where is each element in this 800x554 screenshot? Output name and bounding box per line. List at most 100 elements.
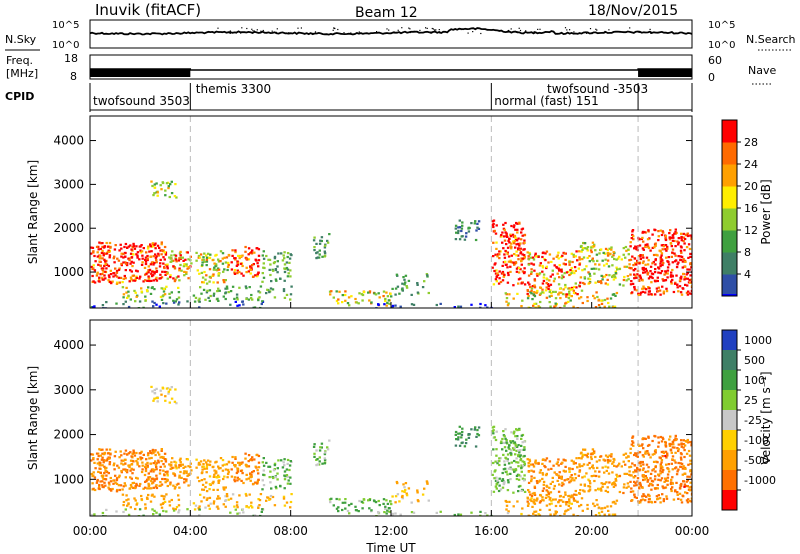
velocity-cell <box>533 476 536 479</box>
power-cell <box>391 306 394 308</box>
power-cell <box>244 250 247 253</box>
power-cell <box>665 290 669 293</box>
power-cell <box>634 267 637 271</box>
power-cell <box>401 282 404 285</box>
velocity-cell <box>130 485 133 488</box>
power-cell <box>662 231 665 234</box>
power-cell <box>247 247 251 250</box>
power-cell <box>588 255 591 258</box>
velocity-cell <box>682 480 685 483</box>
velocity-cell <box>435 511 438 514</box>
velocity-cell <box>666 483 669 486</box>
power-cell <box>592 294 595 297</box>
power-cell <box>622 284 625 287</box>
velocity-cell <box>289 500 293 504</box>
velocity-cell <box>523 460 526 464</box>
power-cell <box>572 255 576 258</box>
power-cell <box>101 276 104 279</box>
nsearch-dot <box>317 32 319 34</box>
power-cell <box>108 254 112 257</box>
velocity-cell <box>277 459 280 462</box>
nsearch-dot <box>537 28 539 30</box>
power-cell <box>599 248 603 251</box>
power-dashed-lines <box>189 116 639 308</box>
power-cell <box>285 261 289 264</box>
power-cell <box>573 285 576 289</box>
power-cell <box>124 277 127 280</box>
velocity-cell <box>594 489 597 492</box>
power-cell <box>313 246 316 249</box>
power-cell <box>461 221 464 224</box>
velocity-cell <box>547 495 550 498</box>
velocity-cell <box>494 460 497 463</box>
power-cell <box>326 239 329 242</box>
velocity-cell <box>550 499 553 502</box>
power-cell <box>117 268 121 271</box>
power-cell <box>141 254 144 257</box>
power-cell <box>101 304 105 307</box>
velocity-cell <box>132 449 135 452</box>
power-cells <box>90 180 692 308</box>
velocity-cell <box>641 454 645 457</box>
velocity-cell <box>213 469 216 472</box>
velocity-cell <box>219 457 223 460</box>
velocity-cell <box>684 472 687 475</box>
velocity-cell <box>557 501 560 504</box>
velocity-cell <box>165 387 169 390</box>
power-cell <box>690 292 692 295</box>
power-cell <box>612 293 616 296</box>
velocity-cell <box>273 464 277 467</box>
velocity-cell <box>95 452 99 455</box>
velocity-cell <box>517 474 521 477</box>
velocity-cell <box>316 463 319 466</box>
power-cell <box>620 258 623 261</box>
power-cell <box>122 293 126 296</box>
power-cell <box>249 297 253 300</box>
velocity-cell <box>571 477 574 480</box>
velocity-cell <box>319 446 322 449</box>
velocity-cell <box>161 502 164 505</box>
velocity-cbar-swatch <box>722 370 737 391</box>
velocity-cell <box>544 496 548 499</box>
velocity-cell <box>523 440 526 443</box>
velocity-cell <box>416 489 419 492</box>
power-cell <box>101 267 105 270</box>
power-cell <box>654 280 657 283</box>
velocity-cell <box>667 463 670 466</box>
power-cell <box>675 266 679 269</box>
velocity-cell <box>517 461 520 464</box>
velocity-cell <box>225 463 229 466</box>
power-cell <box>680 275 683 278</box>
power-cell <box>166 267 169 270</box>
velocity-cell <box>464 442 468 445</box>
velocity-cell <box>217 481 220 484</box>
velocity-cell <box>115 490 119 493</box>
power-cell <box>233 269 237 272</box>
power-cell <box>572 305 575 308</box>
velocity-cell <box>129 506 132 509</box>
velocity-cell <box>631 440 634 443</box>
power-cell <box>404 281 407 284</box>
power-cell <box>164 189 167 192</box>
velocity-cell <box>636 480 639 483</box>
velocity-cell <box>219 467 222 470</box>
power-cell <box>166 265 169 268</box>
power-cell <box>93 269 97 272</box>
velocity-cell <box>150 468 154 471</box>
power-cell <box>221 252 225 255</box>
nsearch-dot <box>426 27 428 29</box>
power-cell <box>670 236 673 239</box>
velocity-cell <box>517 449 520 452</box>
velocity-cell <box>101 452 104 455</box>
velocity-cell <box>454 433 457 436</box>
power-cell <box>666 276 669 279</box>
power-cell <box>657 271 660 274</box>
power-cell <box>513 263 516 266</box>
power-cell <box>279 277 282 280</box>
power-cell <box>654 293 657 296</box>
power-cell <box>97 263 100 266</box>
power-cell <box>114 244 117 247</box>
power-cell <box>591 258 594 262</box>
power-cell <box>637 293 641 297</box>
nsearch-dot <box>241 27 243 29</box>
